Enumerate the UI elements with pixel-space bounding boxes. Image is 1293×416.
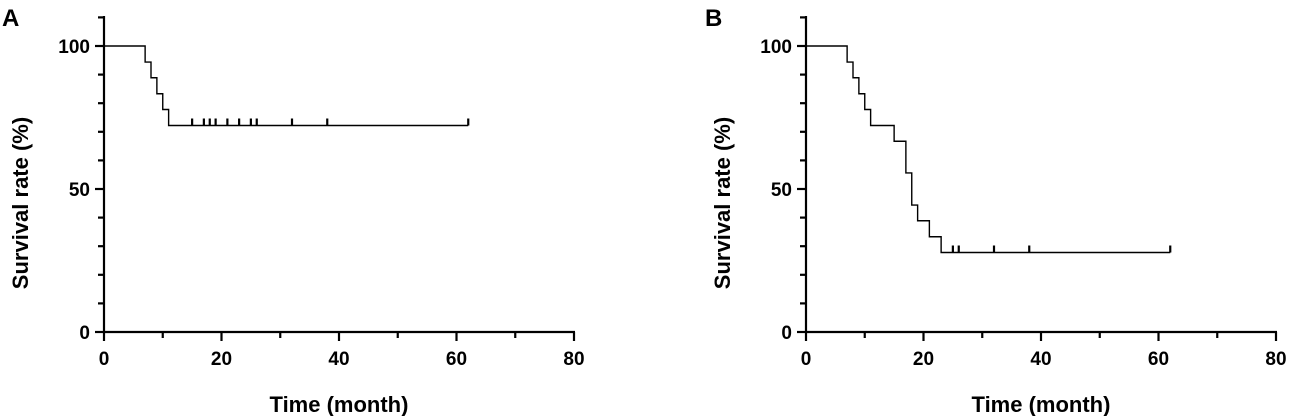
x-axis-title: Time (month) bbox=[972, 392, 1111, 416]
y-tick-label: 0 bbox=[781, 323, 792, 344]
x-tick-label: 0 bbox=[801, 349, 812, 370]
x-tick-label: 80 bbox=[563, 349, 584, 370]
y-axis-title: Survival rate (%) bbox=[710, 117, 735, 289]
x-axis-title: Time (month) bbox=[270, 392, 409, 416]
x-tick-label: 0 bbox=[99, 349, 110, 370]
x-tick-label: 80 bbox=[1265, 349, 1286, 370]
survival-curve bbox=[104, 45, 469, 127]
x-tick-label: 60 bbox=[1148, 349, 1169, 370]
x-tick-label: 20 bbox=[913, 349, 934, 370]
survival-curve bbox=[806, 45, 1171, 254]
x-tick-label: 40 bbox=[1030, 349, 1051, 370]
chart-panel-b: B 0 50 100 0 20 40 60 80 Time (month) Survival rat… bbox=[705, 5, 1287, 416]
y-tick-label: 100 bbox=[58, 37, 90, 58]
y-axis-title: Survival rate (%) bbox=[8, 117, 33, 289]
x-tick-label: 40 bbox=[328, 349, 349, 370]
y-tick-label: 50 bbox=[771, 180, 792, 201]
panel-letter: B bbox=[705, 5, 722, 32]
chart-panel-a: A 0 50 100 0 20 40 60 80 Time (month) Survival rat… bbox=[2, 5, 585, 416]
y-tick-label: 100 bbox=[760, 37, 792, 58]
y-tick-label: 0 bbox=[79, 323, 90, 344]
x-tick-label: 60 bbox=[446, 349, 467, 370]
panel-letter: A bbox=[2, 5, 19, 32]
y-tick-label: 50 bbox=[69, 180, 90, 201]
x-tick-label: 20 bbox=[211, 349, 232, 370]
